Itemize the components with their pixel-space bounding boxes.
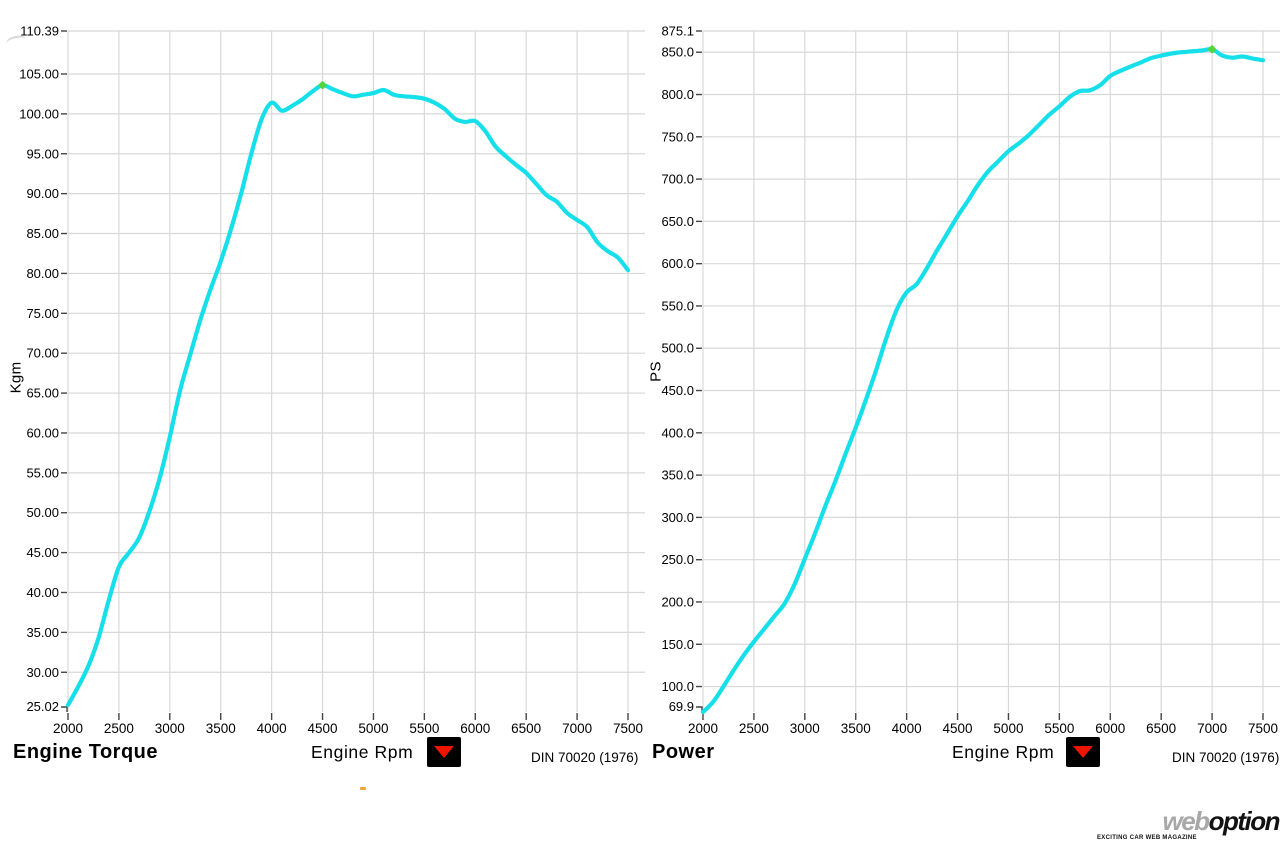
x-tick-label: 7000 [1197,721,1227,734]
y-tick-label: 60.00 [26,425,59,440]
x-tick-label: 3000 [790,721,820,734]
torque-curve [65,83,631,708]
dropdown-arrow-icon [1073,746,1093,758]
y-tick-label: 69.9 [669,699,694,714]
power-x-axis-label: Engine Rpm [952,742,1055,762]
weboption-logo: weboption EXCITING CAR WEB MAGAZINE [1093,806,1280,841]
torque-x-axis-label: Engine Rpm [311,742,414,762]
torque-chart-title: Engine Torque [13,741,159,763]
x-tick-label: 2000 [53,721,83,734]
y-tick-label: 300.0 [661,510,694,525]
y-tick-label: 35.00 [26,625,59,640]
y-tick-label: 850.0 [661,45,694,60]
x-tick-label: 5500 [409,721,439,734]
dropdown-arrow-icon [434,746,454,758]
logo-tagline: EXCITING CAR WEB MAGAZINE [1097,835,1197,841]
y-tick-label: 450.0 [661,383,694,398]
x-tick-label: 4000 [892,721,922,734]
y-tick-label: 550.0 [661,298,694,313]
y-tick-label: 65.00 [26,386,59,401]
torque-chart: 2000 2500 3000 3500 4000 4500 5000 5500 6000 6500… [19,24,645,734]
power-peak-marker [1208,45,1216,54]
x-tick-label: 2000 [688,721,718,734]
y-tick-label: 40.00 [26,585,59,600]
x-tick-label: 6000 [1095,721,1125,734]
x-tick-label: 3500 [206,721,236,734]
y-tick-label: 25.02 [26,699,59,714]
x-tick-label: 5500 [1044,721,1074,734]
y-tick-label: 55.00 [26,465,59,480]
x-tick-label: 6000 [460,721,490,734]
y-tick-label: 400.0 [661,425,694,440]
power-rpm-dropdown-button[interactable] [1066,737,1100,767]
y-tick-label: 90.00 [26,186,59,201]
logo-web-text: web [1162,806,1211,836]
y-tick-label: 750.0 [661,129,694,144]
scan-artifact-mark [360,787,366,790]
y-tick-label: 150.0 [661,637,694,652]
x-tick-label: 4500 [308,721,338,734]
y-tick-label: 200.0 [661,594,694,609]
power-chart-title: Power [652,741,715,763]
y-tick-label: 75.00 [26,306,59,321]
y-tick-label: 500.0 [661,341,694,356]
torque-rpm-dropdown-button[interactable] [427,737,461,767]
y-tick-label: 100.0 [661,679,694,694]
logo-option-text: option [1208,806,1280,836]
x-tick-label: 7500 [613,721,643,734]
y-tick-label: 95.00 [26,146,59,161]
x-tick-label: 7000 [562,721,592,734]
torque-y-axis-unit: Kgm [7,361,25,394]
y-tick-label: 45.00 [26,545,59,560]
y-tick-label: 105.00 [19,66,59,81]
x-tick-label: 2500 [739,721,769,734]
power-y-axis-unit: PS [647,361,665,382]
y-tick-label: 650.0 [661,214,694,229]
y-tick-label: 250.0 [661,552,694,567]
x-tick-label: 3000 [155,721,185,734]
x-tick-label: 5000 [358,721,388,734]
y-tick-label: 110.39 [20,24,59,39]
x-tick-label: 7500 [1248,721,1278,734]
y-tick-label: 600.0 [661,256,694,271]
power-chart: 2000 2500 3000 3500 4000 4500 5000 5500 6000 6500… [661,24,1280,734]
y-tick-label: 70.00 [26,346,59,361]
y-tick-label: 30.00 [26,665,59,680]
x-tick-label: 6500 [511,721,541,734]
x-tick-label: 2500 [104,721,134,734]
y-tick-label: 80.00 [26,266,59,281]
x-tick-label: 4500 [943,721,973,734]
y-tick-label: 700.0 [661,172,694,187]
x-tick-label: 4000 [257,721,287,734]
y-tick-label: 100.00 [19,106,59,121]
y-tick-label: 800.0 [661,87,694,102]
power-curve [700,46,1266,715]
torque-peak-marker [318,81,327,90]
x-tick-label: 3500 [841,721,871,734]
y-tick-label: 350.0 [661,468,694,483]
y-tick-label: 875.1 [661,24,694,39]
power-din-standard-note: DIN 70020 (1976) [1172,750,1280,765]
torque-din-standard-note: DIN 70020 (1976) [531,750,639,765]
y-axis-corner-tick [61,706,68,712]
x-tick-label: 5000 [993,721,1023,734]
x-tick-label: 6500 [1146,721,1176,734]
y-tick-label: 50.00 [26,505,59,520]
y-tick-label: 85.00 [26,226,59,241]
